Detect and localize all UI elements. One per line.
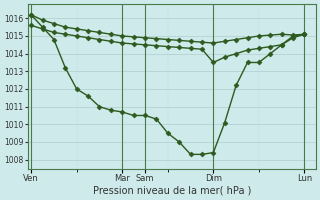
X-axis label: Pression niveau de la mer( hPa ): Pression niveau de la mer( hPa ) xyxy=(92,186,251,196)
